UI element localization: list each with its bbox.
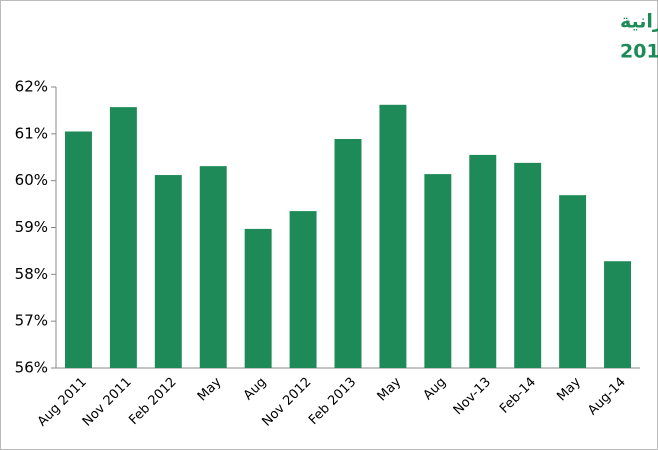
y-tick-label: 58% [15, 265, 48, 283]
y-tick-label: 57% [15, 312, 48, 330]
bar [199, 166, 227, 368]
bar [469, 154, 497, 368]
chart-title: تطور حصة حجم مجموع ودائع القطاع الخاص من… [620, 11, 658, 33]
bar [154, 175, 182, 368]
y-tick-label: 56% [15, 359, 48, 377]
y-tick-label: 62% [15, 78, 48, 96]
bar [64, 131, 92, 368]
y-tick-label: 59% [15, 218, 48, 236]
bar [109, 107, 137, 368]
chart-title: المجمعة للبنوك بداية من أغسطس 2011 حتى أ… [620, 39, 658, 63]
bar [559, 195, 587, 368]
bar [424, 174, 452, 368]
bar [334, 138, 362, 368]
bar [379, 104, 407, 369]
y-tick-label: 61% [15, 124, 48, 142]
bar [244, 228, 272, 368]
y-tick-label: 60% [15, 171, 48, 189]
bar [514, 162, 542, 368]
bar [289, 211, 317, 368]
bar [604, 261, 632, 368]
